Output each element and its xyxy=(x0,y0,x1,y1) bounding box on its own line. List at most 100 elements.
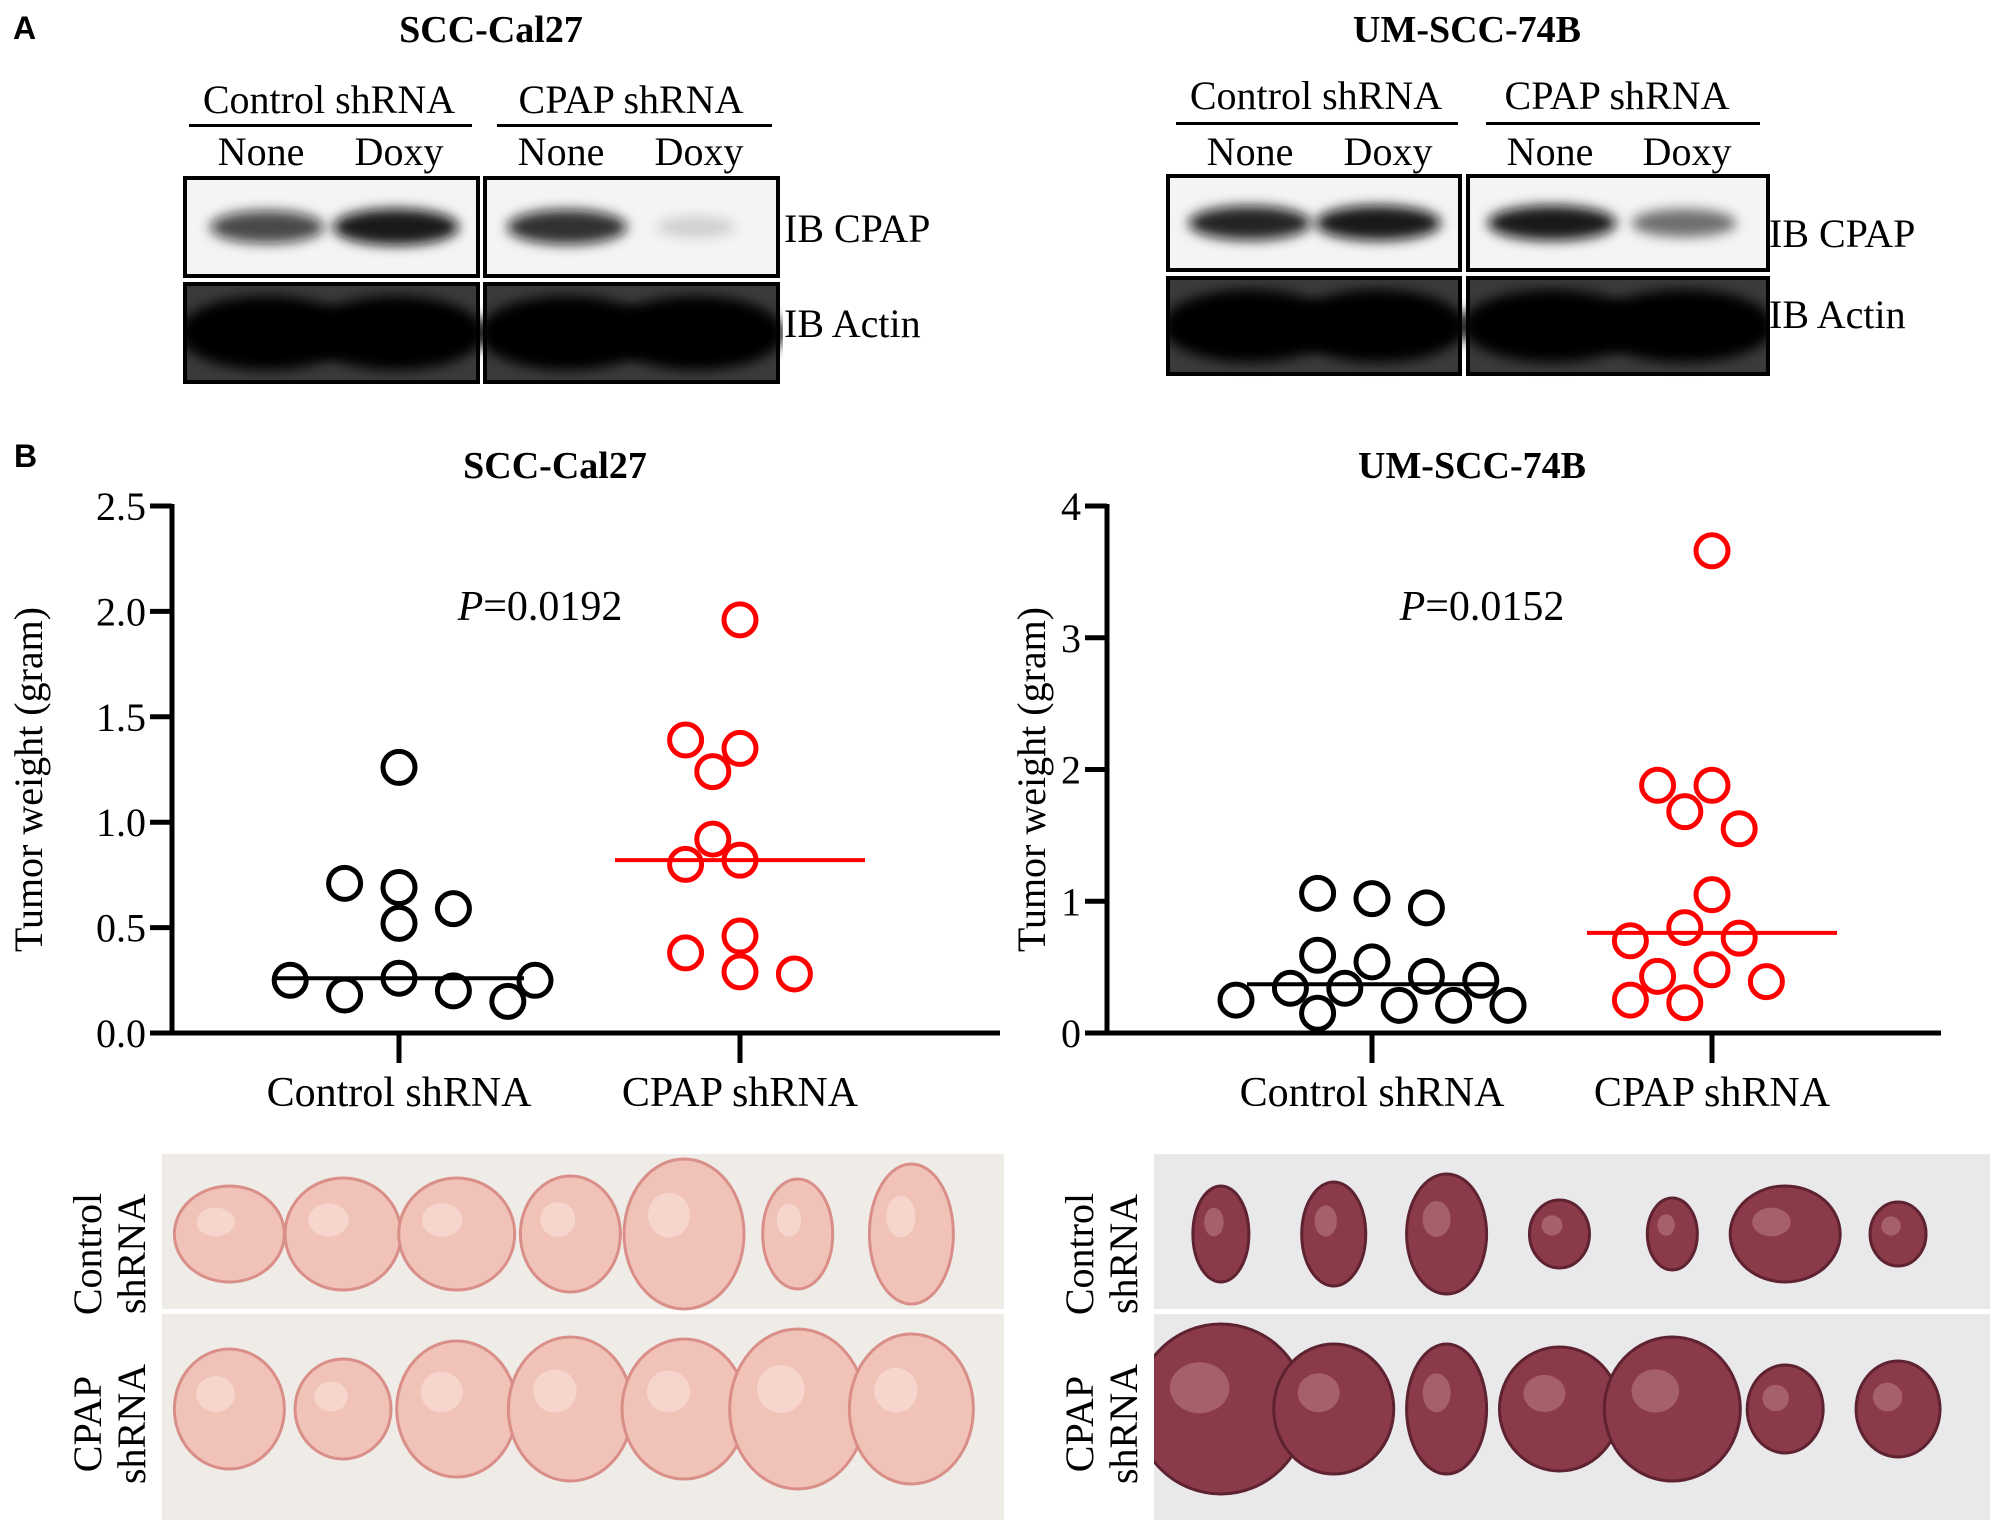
blot-box-border xyxy=(183,282,480,384)
data-point xyxy=(380,869,418,907)
p-value-annotation: P=0.0192 xyxy=(457,584,623,630)
data-point xyxy=(1271,969,1309,1007)
x-tick-label: Control shRNA xyxy=(1240,1070,1506,1116)
group-divider xyxy=(189,124,472,127)
group-label: CPAP shRNA xyxy=(1504,73,1730,118)
tumor-sample xyxy=(1745,1363,1825,1455)
tumor-highlight xyxy=(1422,1373,1451,1413)
protein-band xyxy=(1594,289,1770,363)
tumor-sample xyxy=(867,1162,955,1306)
y-axis-label: Tumor weight (gram) xyxy=(6,607,51,952)
data-point xyxy=(721,917,759,955)
tumor-sample xyxy=(1527,1198,1591,1270)
chart-title: SCC-Cal27 xyxy=(463,445,647,487)
protein-band xyxy=(1487,205,1617,241)
tumor-photo-um-scc-74b xyxy=(1154,1154,1990,1520)
protein-band xyxy=(1188,205,1312,241)
photo-row-label-control: Control shRNA xyxy=(65,1164,154,1344)
data-point xyxy=(1693,532,1731,570)
protein-band xyxy=(656,216,736,238)
data-point xyxy=(516,961,554,999)
data-point xyxy=(1611,981,1649,1019)
x-tick-label: CPAP shRNA xyxy=(1594,1070,1831,1116)
tumor-sample xyxy=(1854,1359,1942,1459)
y-tick-label: 0.0 xyxy=(96,1011,146,1056)
lane-label: None xyxy=(1206,129,1294,174)
p-italic: P xyxy=(457,584,484,630)
data-point xyxy=(694,753,732,791)
row-label: IB Actin xyxy=(1769,292,1906,337)
lane-label: Doxy xyxy=(1642,129,1732,174)
y-tick-label: 2.5 xyxy=(96,484,146,529)
data-point xyxy=(1353,880,1391,918)
p-italic: P xyxy=(1399,584,1426,630)
p-value-annotation: P=0.0152 xyxy=(1399,584,1565,630)
blot-box-border xyxy=(483,176,780,278)
y-tick-label: 1 xyxy=(1061,879,1081,924)
tumor-highlight xyxy=(421,1203,463,1237)
tumor-sample xyxy=(1191,1184,1251,1284)
tumor-highlight xyxy=(1314,1205,1337,1237)
tumor-highlight xyxy=(646,1370,691,1413)
blot-image xyxy=(183,176,783,384)
y-tick-label: 3 xyxy=(1061,616,1081,661)
tumor-highlight xyxy=(533,1369,577,1413)
tumor-sample xyxy=(1497,1345,1621,1473)
data-point xyxy=(1720,810,1758,848)
tumor-highlight xyxy=(776,1203,802,1237)
y-tick-label: 0.5 xyxy=(96,906,146,951)
data-point xyxy=(1666,984,1704,1022)
tumor-sample xyxy=(172,1184,286,1284)
blot-box-border xyxy=(1166,276,1462,376)
tumor-sample xyxy=(518,1174,622,1294)
protein-band xyxy=(479,295,655,371)
lane-label: Doxy xyxy=(354,129,444,174)
group-divider xyxy=(1176,122,1458,125)
p-value: =0.0152 xyxy=(1425,584,1564,630)
tumor-sample xyxy=(293,1357,393,1461)
label-line: shRNA xyxy=(1101,1193,1146,1315)
data-point xyxy=(1217,981,1255,1019)
data-point xyxy=(1666,909,1704,947)
protein-band xyxy=(308,295,484,371)
tumor-sample xyxy=(1602,1335,1742,1483)
tumor-highlight xyxy=(1657,1214,1675,1236)
tumor-sample xyxy=(1645,1196,1699,1272)
x-tick-label: CPAP shRNA xyxy=(622,1070,859,1116)
data-point xyxy=(1407,957,1445,995)
protein-band xyxy=(183,295,355,371)
group-divider xyxy=(497,124,772,127)
tumor-highlight xyxy=(1541,1215,1563,1236)
tumor-highlight xyxy=(1297,1373,1340,1413)
tumor-sample xyxy=(172,1347,286,1471)
group-label: Control shRNA xyxy=(1189,73,1443,118)
data-point xyxy=(326,864,364,902)
tumor-highlight xyxy=(1169,1362,1230,1414)
scatter-chart-um-scc-74b: UM-SCC-74B 0 1 2 3 4 Tumor weight (gram) Contro… xyxy=(1009,445,1941,1116)
data-point xyxy=(667,721,705,759)
tumor-highlight xyxy=(196,1207,235,1237)
lane-label: None xyxy=(517,129,605,174)
tumor-highlight xyxy=(1881,1216,1901,1236)
protein-band xyxy=(608,295,783,371)
blot-box-border xyxy=(1466,276,1770,376)
data-point xyxy=(380,748,418,786)
data-point xyxy=(1611,922,1649,960)
data-point xyxy=(721,729,759,767)
protein-band xyxy=(1166,289,1338,363)
tumor-sample xyxy=(283,1176,403,1292)
tumor-sample xyxy=(620,1337,748,1481)
tumor-sample xyxy=(395,1339,519,1479)
label-line: CPAP xyxy=(65,1375,110,1473)
label-line: shRNA xyxy=(1101,1363,1146,1485)
group-label: CPAP shRNA xyxy=(518,77,744,122)
label-line: shRNA xyxy=(109,1193,154,1315)
row-label: IB Actin xyxy=(784,301,921,346)
y-tick-label: 2 xyxy=(1061,748,1081,793)
x-tick-label: Control shRNA xyxy=(267,1070,533,1116)
y-tick-label: 1.5 xyxy=(96,695,146,740)
data-point xyxy=(489,982,527,1020)
tumor-highlight xyxy=(420,1371,463,1413)
tumor-highlight xyxy=(1631,1369,1680,1413)
protein-band xyxy=(332,208,459,246)
